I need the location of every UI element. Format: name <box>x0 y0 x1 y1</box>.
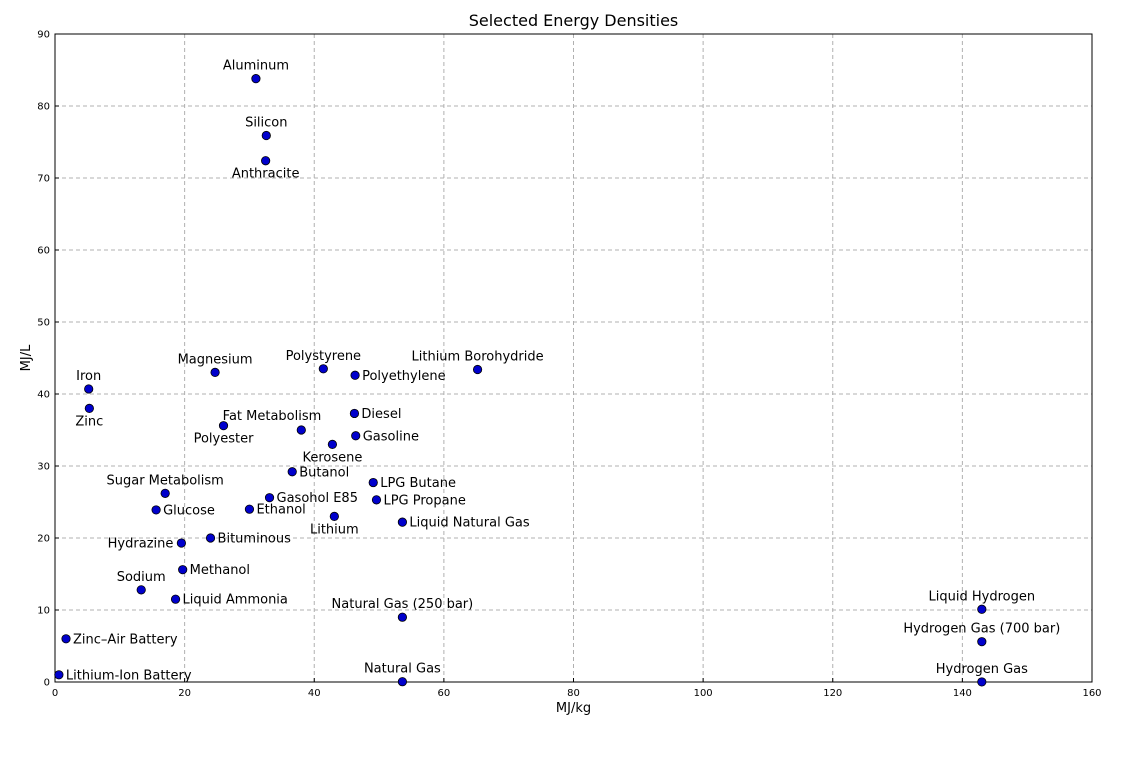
data-point <box>397 677 407 687</box>
x-tick-label: 20 <box>178 688 191 699</box>
data-point <box>218 421 229 431</box>
data-point <box>296 425 306 435</box>
point-label: LPG Butane <box>380 476 456 491</box>
point-label: Hydrogen Gas <box>936 662 1028 677</box>
y-tick-label: 40 <box>37 390 50 401</box>
point-label: Hydrogen Gas (700 bar) <box>903 622 1060 637</box>
point-label: LPG Propane <box>383 493 465 508</box>
data-point <box>244 504 255 514</box>
data-point <box>151 505 161 515</box>
data-point <box>349 408 360 419</box>
y-tick-label: 80 <box>37 102 50 113</box>
data-points <box>54 74 987 687</box>
x-tick-label: 120 <box>823 688 842 699</box>
point-label: Zinc–Air Battery <box>73 632 178 647</box>
point-label: Iron <box>76 369 101 384</box>
data-point <box>84 384 94 394</box>
point-label: Ethanol <box>256 503 305 518</box>
x-tick-label: 60 <box>438 688 451 699</box>
data-point <box>350 370 360 380</box>
data-point <box>327 439 337 449</box>
data-point <box>136 585 146 595</box>
point-label: Silicon <box>245 116 287 131</box>
point-label: Polystyrene <box>286 349 362 364</box>
data-point <box>176 538 186 548</box>
y-tick-label: 60 <box>37 246 50 257</box>
data-point <box>977 677 987 687</box>
point-label: Fat Metabolism <box>223 409 322 424</box>
point-label: Liquid Natural Gas <box>409 516 529 531</box>
data-point <box>397 517 407 527</box>
point-label: Kerosene <box>302 450 362 465</box>
data-point <box>261 156 271 166</box>
data-point <box>84 403 94 413</box>
x-tick-label: 160 <box>1082 688 1101 699</box>
axis-ticks: 0 20 40 60 80 100 120 140 160 0 10 20 30 40 50 60 70 80 90 <box>37 30 1101 700</box>
point-label: Diesel <box>361 407 401 422</box>
data-point <box>977 604 987 614</box>
point-label: Lithium <box>310 522 359 537</box>
x-tick-label: 0 <box>52 688 58 699</box>
data-point <box>170 594 181 604</box>
grid-lines <box>55 34 1092 682</box>
point-label: Glucose <box>163 503 215 518</box>
data-point <box>61 634 71 644</box>
data-point <box>160 488 170 498</box>
data-point <box>371 495 382 505</box>
data-point <box>472 364 483 375</box>
plot-frame <box>54 33 1093 683</box>
point-label: Zinc <box>75 414 103 429</box>
x-axis-label: MJ/kg <box>556 701 591 716</box>
x-tick-label: 140 <box>953 688 972 699</box>
chart-title: Selected Energy Densities <box>469 11 679 30</box>
point-label: Lithium Borohydride <box>412 350 544 365</box>
point-label: Gasohol E85 <box>277 491 358 506</box>
point-label: Natural Gas <box>364 662 441 677</box>
data-point <box>287 467 297 477</box>
y-tick-label: 0 <box>44 678 50 689</box>
point-label: Butanol <box>299 465 349 480</box>
data-point <box>251 74 261 84</box>
point-label: Anthracite <box>232 167 300 182</box>
y-tick-label: 10 <box>37 606 50 617</box>
point-label: Aluminum <box>223 59 289 74</box>
point-label: Hydrazine <box>108 537 174 552</box>
data-point <box>318 364 328 374</box>
data-point <box>397 612 407 622</box>
data-point <box>977 637 987 647</box>
data-point <box>205 533 216 543</box>
point-labels: Aluminum Silicon Anthracite Iron Zinc Magnesi… <box>66 59 1060 684</box>
point-label: Lithium-Ion Battery <box>66 668 192 683</box>
data-point <box>210 367 220 377</box>
y-tick-label: 30 <box>37 462 50 473</box>
y-tick-label: 90 <box>37 30 50 41</box>
y-tick-label: 50 <box>37 318 50 329</box>
point-label: Polyethylene <box>362 369 446 384</box>
point-label: Gasoline <box>363 429 419 444</box>
point-label: Bituminous <box>218 532 292 547</box>
point-label: Natural Gas (250 bar) <box>332 597 474 612</box>
data-point <box>368 477 378 488</box>
point-label: Magnesium <box>178 352 253 367</box>
point-label: Liquid Hydrogen <box>929 589 1036 604</box>
data-point <box>264 493 275 503</box>
point-label: Methanol <box>190 563 250 578</box>
point-label: Liquid Ammonia <box>183 593 288 608</box>
x-tick-label: 80 <box>567 688 580 699</box>
point-label: Sugar Metabolism <box>107 473 224 488</box>
x-tick-label: 100 <box>694 688 713 699</box>
y-tick-label: 70 <box>37 174 50 185</box>
data-point <box>351 431 361 441</box>
y-axis-label: MJ/L <box>19 344 34 371</box>
data-point <box>261 130 271 141</box>
point-label: Sodium <box>117 570 166 585</box>
data-point <box>178 565 188 575</box>
data-point <box>54 670 64 680</box>
x-tick-label: 40 <box>308 688 321 699</box>
y-tick-label: 20 <box>37 534 50 545</box>
data-point <box>329 511 339 522</box>
point-label: Polyester <box>194 432 255 447</box>
